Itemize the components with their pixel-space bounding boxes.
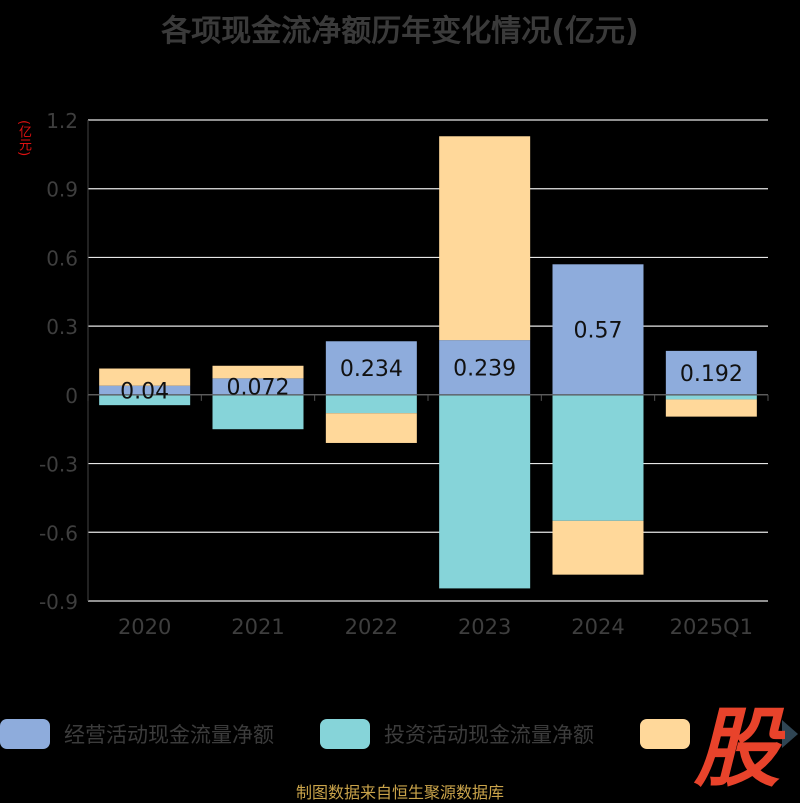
bar-series-2-2024 <box>552 520 644 575</box>
bar-series-1-2023 <box>439 394 531 589</box>
data-label: 0.072 <box>227 376 290 401</box>
legend-swatch <box>640 719 690 749</box>
bar-series-0-2022 <box>325 341 417 395</box>
x-tick-label: 2025Q1 <box>670 615 753 639</box>
bar-series-0-2020 <box>99 385 191 395</box>
source-note: 制图数据来自恒生聚源数据库 <box>295 783 504 802</box>
data-label: 0.192 <box>680 362 743 387</box>
legend-label: 经营活动现金流量净额 <box>64 723 274 747</box>
legend-swatch <box>0 719 50 749</box>
legend: 经营活动现金流量净额 投资活动现金流量净额 <box>0 714 800 754</box>
y-tick-label: -0.6 <box>39 521 78 545</box>
bar-labels: 0.04 0.072 0.234 0.239 0.57 0.192 <box>120 319 743 405</box>
x-tick-label: 2024 <box>571 615 624 639</box>
legend-item-2[interactable] <box>640 714 690 754</box>
bar-series-2-2022 <box>325 413 417 443</box>
y-tick-label: 0 <box>65 384 78 408</box>
y-tick-label: -0.9 <box>39 590 78 614</box>
data-label: 0.239 <box>453 356 516 381</box>
legend-item-0[interactable]: 经营活动现金流量净额 <box>0 714 274 754</box>
data-label: 0.57 <box>574 319 623 344</box>
y-tick-label: 0.6 <box>46 246 78 270</box>
bar-series-1-2021 <box>212 394 304 430</box>
x-tick-label: 2023 <box>458 615 511 639</box>
x-tick-label: 2022 <box>345 615 398 639</box>
bar-series-2-2025Q1 <box>665 399 757 417</box>
y-tick-label: 1.2 <box>46 109 78 133</box>
chart-title: 各项现金流净额历年变化情况(亿元) <box>161 14 639 49</box>
bar-series-1-2020 <box>99 394 191 406</box>
bar-series-0-2023 <box>439 340 531 395</box>
y-tick-label: -0.3 <box>39 453 78 477</box>
y-tick-label: 0.9 <box>46 178 78 202</box>
y-axis-label: (亿元) <box>16 120 31 157</box>
bar-series-2-2021 <box>212 365 304 379</box>
bar-series-1-2025Q1 <box>665 394 757 400</box>
axes: -0.9 -0.6 -0.3 0 0.3 0.6 0.9 1.2 2020 2021 2022 202… <box>39 109 769 639</box>
legend-label: 投资活动现金流量净额 <box>384 723 594 747</box>
bars <box>99 136 757 589</box>
data-label: 0.234 <box>340 357 403 382</box>
bar-series-0-2025Q1 <box>665 350 757 395</box>
watermark-logo: 股 <box>693 700 785 790</box>
watermark-text: 股 <box>693 700 785 790</box>
bar-series-1-2024 <box>552 394 644 521</box>
y-tick-label: 0.3 <box>46 315 78 339</box>
bar-series-0-2024 <box>552 264 644 395</box>
data-label: 0.04 <box>120 379 169 404</box>
bar-series-1-2022 <box>325 394 417 414</box>
bar-series-2-2020 <box>99 368 191 386</box>
legend-next-arrow-icon[interactable] <box>782 720 798 748</box>
legend-swatch <box>320 719 370 749</box>
legend-item-1[interactable]: 投资活动现金流量净额 <box>320 714 594 754</box>
x-tick-label: 2020 <box>118 615 171 639</box>
bar-series-2-2023 <box>439 136 531 341</box>
x-tick-label: 2021 <box>231 615 284 639</box>
bar-series-0-2021 <box>212 378 304 395</box>
